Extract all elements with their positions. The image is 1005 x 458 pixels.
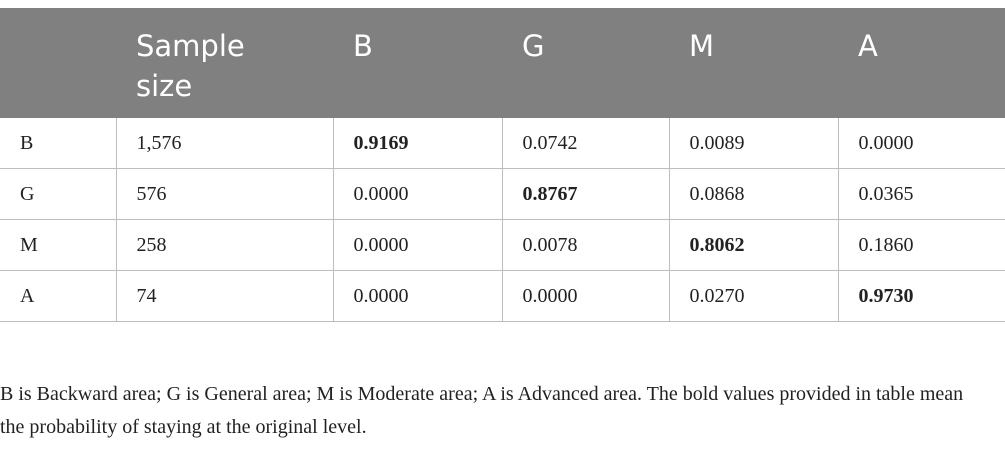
header-cell: Sample size xyxy=(116,8,333,118)
header-text: Sample size xyxy=(136,29,245,103)
table-note: B is Backward area; G is General area; M… xyxy=(0,383,964,438)
header-row: Sample size B G M A xyxy=(0,8,1005,118)
header-text: B xyxy=(353,29,373,63)
header-cell xyxy=(0,8,116,118)
cell: 1,576 xyxy=(115,118,333,169)
row-label: B xyxy=(0,118,116,169)
cell: 0.0078 xyxy=(501,219,669,271)
cell: 0.0868 xyxy=(668,168,838,220)
cell: 0.8062 xyxy=(668,219,838,271)
row-label: M xyxy=(0,219,116,271)
table-body: B 1,576 0.9169 0.0742 0.0089 0.0000 G 576 0.0000… xyxy=(0,118,1005,322)
row-label: G xyxy=(0,168,116,220)
header-text: G xyxy=(522,29,545,63)
cell: 0.0000 xyxy=(501,270,669,322)
table-row: G 576 0.0000 0.8767 0.0868 0.0365 xyxy=(0,168,1005,220)
cell: 0.1860 xyxy=(837,219,1005,271)
cell: 0.0365 xyxy=(837,168,1005,220)
header-cell: M xyxy=(669,8,838,118)
cell: 0.0270 xyxy=(668,270,838,322)
cell: 0.0000 xyxy=(332,219,502,271)
header-cell: A xyxy=(838,8,1005,118)
cell: 74 xyxy=(115,270,333,322)
cell: 0.0000 xyxy=(332,270,502,322)
cell: 258 xyxy=(115,219,333,271)
data-table: Sample size B G M A B 1,576 0.9169 0.0742 0.0089… xyxy=(0,8,1005,322)
cell: 0.0089 xyxy=(668,118,838,169)
header-text: A xyxy=(858,29,878,63)
table-row: B 1,576 0.9169 0.0742 0.0089 0.0000 xyxy=(0,118,1005,169)
cell: 0.9730 xyxy=(837,270,1005,322)
row-label: A xyxy=(0,270,116,322)
header-text: M xyxy=(689,29,715,63)
cell: 0.0000 xyxy=(332,168,502,220)
cell: 0.9169 xyxy=(332,118,502,169)
table-row: A 74 0.0000 0.0000 0.0270 0.9730 xyxy=(0,270,1005,322)
cell: 0.0000 xyxy=(837,118,1005,169)
cell: 0.8767 xyxy=(501,168,669,220)
cell: 576 xyxy=(115,168,333,220)
header-cell: G xyxy=(502,8,669,118)
header-cell: B xyxy=(333,8,502,118)
table-row: M 258 0.0000 0.0078 0.8062 0.1860 xyxy=(0,219,1005,271)
cell: 0.0742 xyxy=(501,118,669,169)
